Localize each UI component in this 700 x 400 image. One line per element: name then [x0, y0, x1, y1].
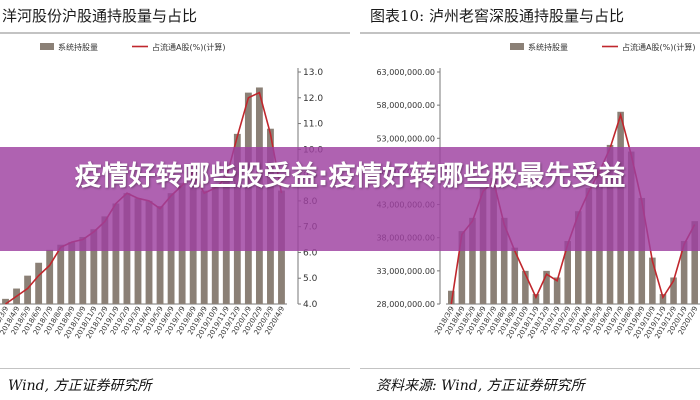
left-chart-title: 洋河股份沪股通持股量与占比 [2, 7, 198, 25]
right-chart-svg: 系统持股量 占流通A股(%)(计算) 63,000,000.00 58,000,000… [376, 42, 700, 340]
left-title-divider [0, 32, 350, 34]
headline-text: 疫情好转哪些股受益:疫情好转哪些股最先受益 [74, 161, 626, 192]
bar [156, 206, 164, 304]
value-axis-tick-label: 11.0 [303, 120, 323, 130]
category-axis-labels: 2018/3/92018/4/92018/5/92018/6/92018/7/9… [0, 305, 286, 340]
bar [575, 211, 582, 304]
chart-legend: 系统持股量 占流通A股(%)(计算) [510, 42, 696, 52]
bar [145, 200, 153, 304]
bar [79, 236, 87, 304]
bar [522, 270, 529, 304]
value-axis-tick-label: 6.0 [303, 248, 318, 258]
legend-label-line: 占流通A股(%)(计算) [622, 42, 696, 52]
legend-swatch-bar [510, 43, 524, 50]
bar [90, 229, 98, 304]
value-axis-tick-label: 12.0 [303, 94, 323, 104]
legend-label-line: 占流通A股(%)(计算) [152, 42, 226, 52]
bar [101, 216, 109, 304]
value-axis-tick-label: 63,000,000.00 [376, 68, 435, 77]
legend-swatch-bar [40, 43, 54, 50]
right-chart-title-text: 泸州老窖深股通持股量与占比 [428, 7, 624, 25]
bar [68, 242, 76, 304]
bar [564, 241, 571, 304]
right-source-divider [360, 368, 700, 369]
value-axis-tick-label: 4.0 [303, 300, 318, 310]
value-axis-tick-label: 33,000,000.00 [376, 267, 435, 276]
headline-banner [0, 147, 700, 251]
bar [112, 203, 120, 304]
bar [448, 290, 455, 304]
right-title-divider [360, 32, 700, 34]
bar [659, 294, 667, 304]
left-chart-source: Wind, 方正证券研究所 [8, 378, 152, 394]
bar [500, 217, 508, 304]
bar [511, 247, 519, 304]
bar [46, 249, 54, 304]
bar [24, 275, 32, 304]
bar [2, 298, 9, 304]
value-axis-tick-label: 5.0 [303, 274, 318, 284]
bar [469, 217, 476, 304]
bar [670, 277, 677, 304]
bar [57, 244, 65, 304]
value-axis-tick-label: 28,000,000.00 [376, 300, 435, 309]
chart-legend: 系统持股量 占流通A股(%)(计算) [40, 42, 226, 52]
bar [553, 277, 561, 304]
value-axis-tick-label: 53,000,000.00 [376, 134, 435, 143]
right-chart-title: 图表10: 泸州老窖深股通持股量与占比 [370, 5, 624, 26]
legend-label-bar: 系统持股量 [528, 42, 568, 52]
legend-label-bar: 系统持股量 [58, 42, 98, 52]
bar [649, 257, 656, 304]
bar [543, 270, 550, 304]
value-axis-tick-label: 58,000,000.00 [376, 101, 435, 110]
bar [35, 262, 43, 304]
right-chart-source: 资料来源: Wind, 方正证券研究所 [376, 378, 585, 394]
category-axis-labels: 2018/3/92018/4/92018/5/92018/6/92018/7/9… [433, 305, 699, 340]
right-figure-label: 图表10: [370, 7, 425, 25]
bar [458, 231, 466, 304]
left-source-divider [0, 368, 350, 369]
bar [134, 198, 142, 304]
value-axis-tick-label: 13.0 [303, 68, 323, 78]
bar [680, 241, 688, 304]
bar [691, 221, 698, 304]
